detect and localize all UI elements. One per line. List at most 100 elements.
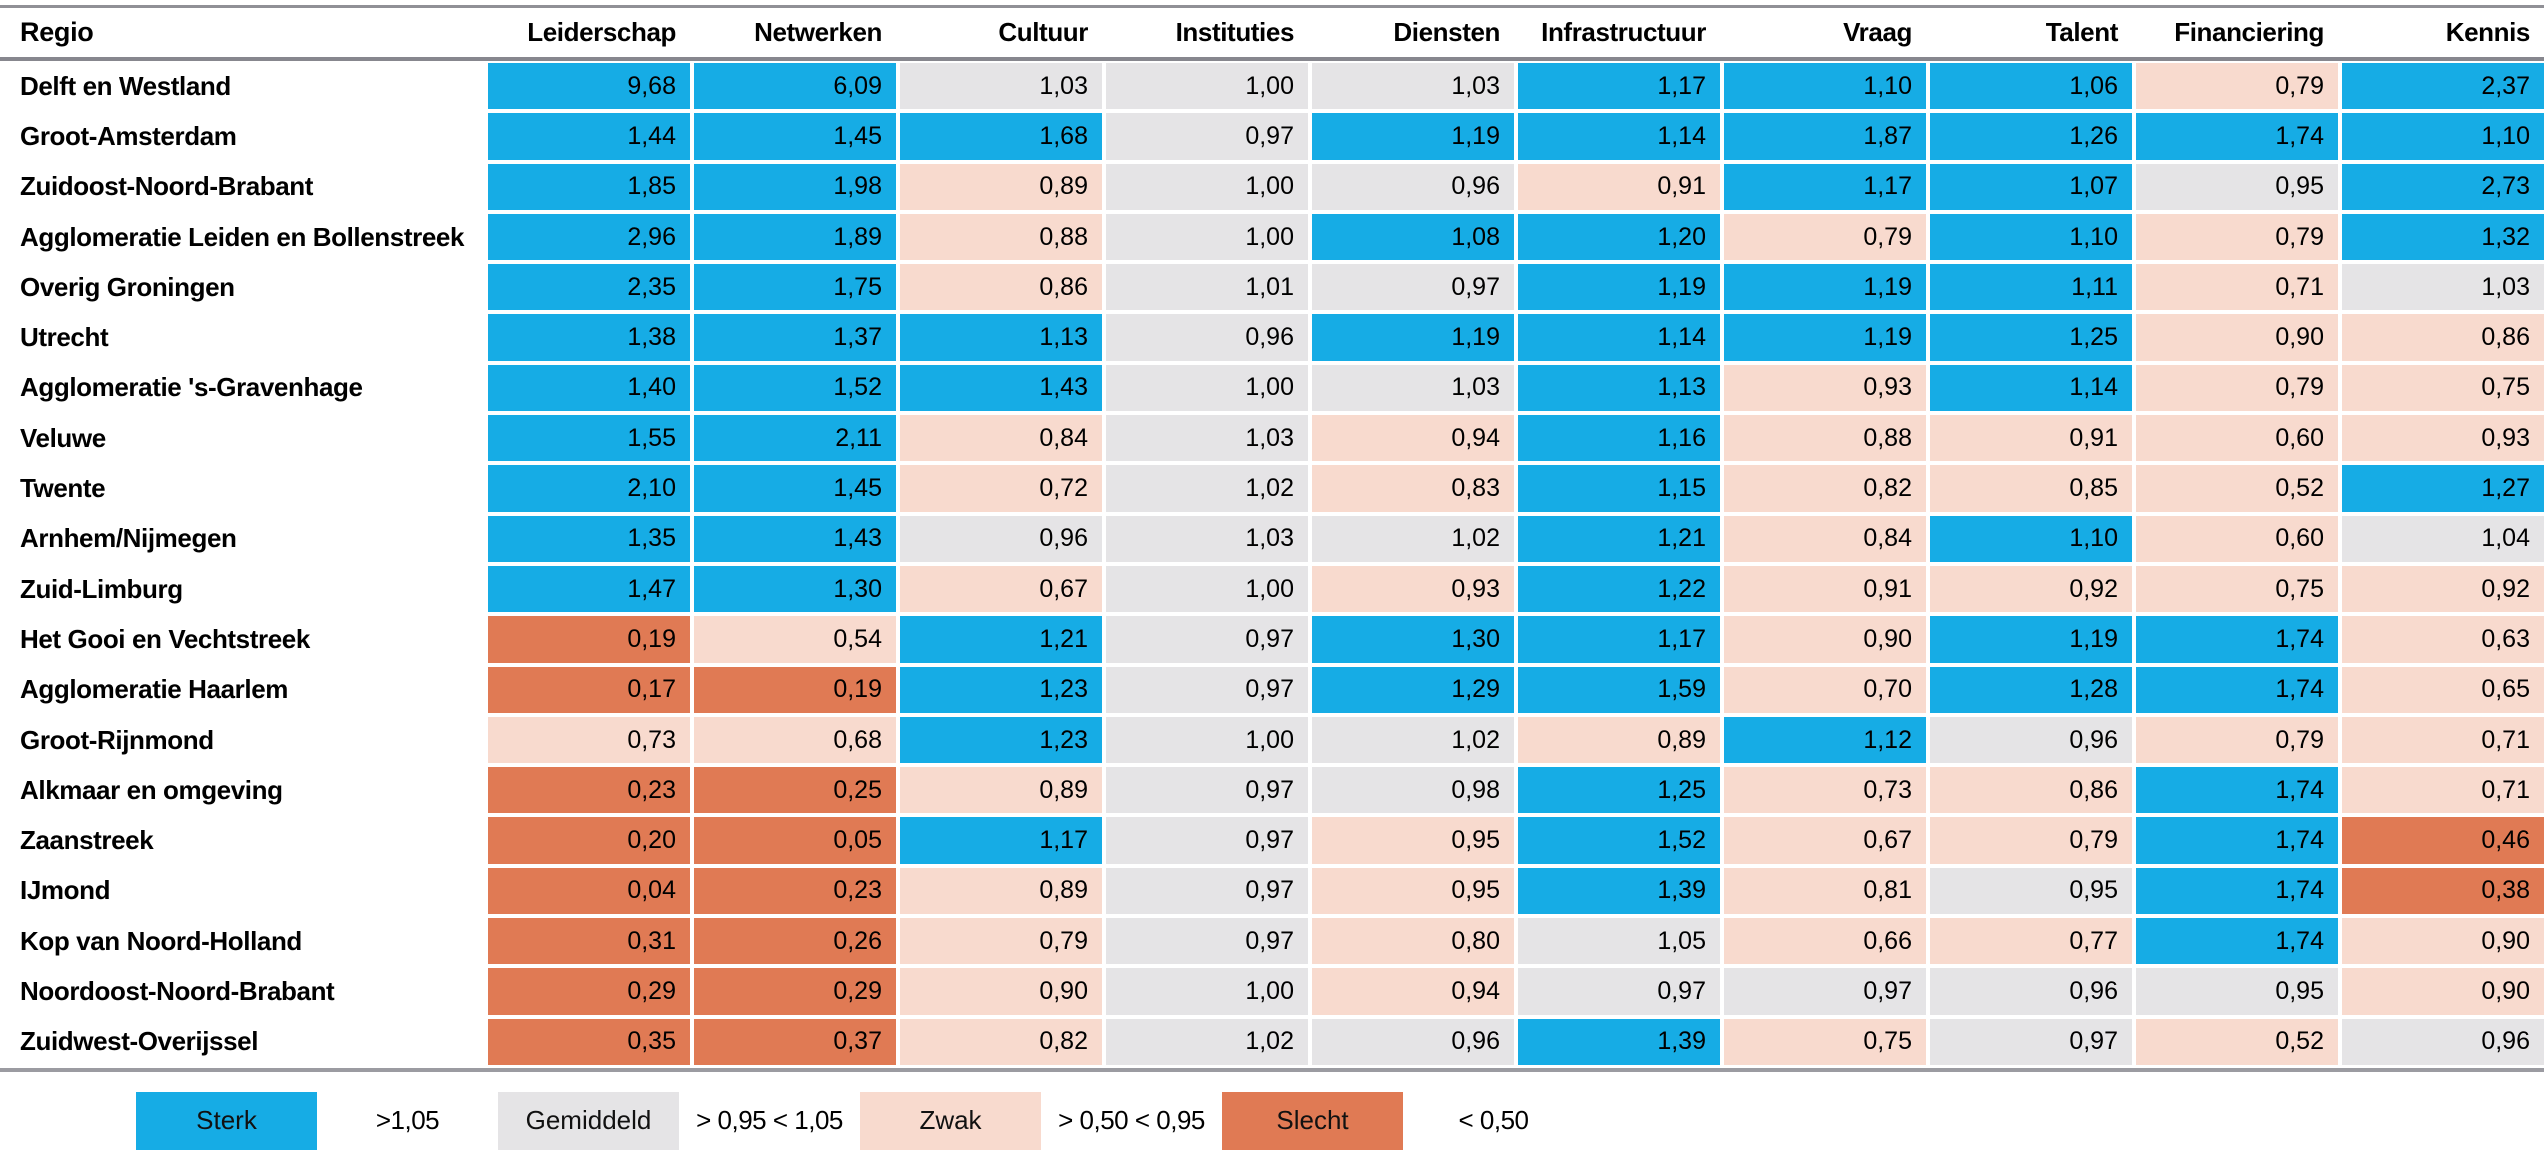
heatmap-cell: 1,68 <box>900 113 1102 160</box>
heatmap-cell: 1,17 <box>900 817 1102 864</box>
heatmap-cell: 0,84 <box>1724 515 1926 562</box>
column-header-financiering: Financiering <box>2174 17 2324 47</box>
heatmap-cell: 1,14 <box>1930 364 2132 412</box>
heatmap-cell: 0,66 <box>1724 918 1926 965</box>
heatmap-cell: 0,95 <box>2136 968 2338 1015</box>
heatmap-cell: 1,44 <box>488 113 690 160</box>
heatmap-cell: 0,26 <box>694 918 896 965</box>
heatmap-cell: 0,96 <box>1106 314 1308 361</box>
heatmap-cell: 0,20 <box>488 817 690 864</box>
heatmap-cell: 1,59 <box>1518 666 1720 713</box>
heatmap-cell: 0,63 <box>2342 616 2544 663</box>
heatmap-cell: 0,82 <box>1724 465 1926 512</box>
column-header-regio: Regio <box>20 17 94 47</box>
heatmap-cell: 1,74 <box>2136 817 2338 864</box>
heatmap-cell: 0,97 <box>1106 918 1308 965</box>
header-divider <box>0 57 2544 61</box>
heatmap-cell: 0,35 <box>488 1018 690 1065</box>
heatmap-cell: 1,21 <box>900 616 1102 663</box>
heatmap-cell: 1,14 <box>1518 314 1720 361</box>
heatmap-cell: 0,97 <box>1106 867 1308 915</box>
region-label: Agglomeratie Haarlem <box>0 666 484 713</box>
heatmap-cell: 1,52 <box>694 364 896 412</box>
heatmap-cell: 0,17 <box>488 666 690 713</box>
heatmap-cell: 1,19 <box>1930 616 2132 663</box>
legend-range-zwak: > 0,50 < 0,95 <box>1058 1105 1205 1136</box>
heatmap-cell: 1,47 <box>488 565 690 613</box>
heatmap-cell: 1,03 <box>1312 63 1514 110</box>
heatmap-cell: 0,60 <box>2136 515 2338 562</box>
heatmap-cell: 0,90 <box>2136 314 2338 361</box>
heatmap-cell: 0,60 <box>2136 415 2338 462</box>
heatmap-cell: 1,27 <box>2342 465 2544 512</box>
heatmap-cell: 0,97 <box>1106 113 1308 160</box>
heatmap-cell: 0,96 <box>1312 163 1514 210</box>
heatmap-cell: 0,79 <box>2136 364 2338 412</box>
heatmap-cell: 0,95 <box>1930 867 2132 915</box>
heatmap-cell: 0,73 <box>488 716 690 764</box>
heatmap-cell: 1,00 <box>1106 968 1308 1015</box>
heatmap-cell: 1,00 <box>1106 213 1308 261</box>
heatmap-cell: 1,25 <box>1518 767 1720 814</box>
heatmap-cell: 0,23 <box>488 767 690 814</box>
heatmap-cell: 1,23 <box>900 716 1102 764</box>
heatmap-cell: 0,75 <box>1724 1018 1926 1065</box>
heatmap-cell: 0,54 <box>694 616 896 663</box>
heatmap-cell: 0,97 <box>1106 817 1308 864</box>
heatmap-cell: 0,97 <box>1724 968 1926 1015</box>
table-footer-divider <box>0 1067 2544 1072</box>
heatmap-cell: 2,10 <box>488 465 690 512</box>
heatmap-cell: 0,71 <box>2136 264 2338 311</box>
heatmap-cell: 0,79 <box>2136 716 2338 764</box>
heatmap-cell: 1,15 <box>1518 465 1720 512</box>
heatmap-cell: 1,52 <box>1518 817 1720 864</box>
region-label: Alkmaar en omgeving <box>0 767 484 814</box>
heatmap-cell: 1,16 <box>1518 415 1720 462</box>
heatmap-cell: 0,79 <box>2136 63 2338 110</box>
heatmap-cell: 1,23 <box>900 666 1102 713</box>
heatmap-cell: 1,43 <box>900 364 1102 412</box>
heatmap-cell: 1,12 <box>1724 716 1926 764</box>
heatmap-cell: 1,43 <box>694 515 896 562</box>
heatmap-cell: 0,67 <box>900 565 1102 613</box>
legend-range-sterk: >1,05 <box>375 1105 440 1136</box>
heatmap-cell: 0,75 <box>2136 565 2338 613</box>
region-label: Zaanstreek <box>0 817 484 864</box>
heatmap-cell: 0,84 <box>900 415 1102 462</box>
heatmap-cell: 1,38 <box>488 314 690 361</box>
heatmap-cell: 1,05 <box>1518 918 1720 965</box>
heatmap-cell: 1,39 <box>1518 1018 1720 1065</box>
heatmap-cell: 1,22 <box>1518 565 1720 613</box>
region-label: Groot-Amsterdam <box>0 113 484 160</box>
heatmap-cell: 1,03 <box>1312 364 1514 412</box>
heatmap-cell: 1,10 <box>1930 515 2132 562</box>
heatmap-cell: 0,71 <box>2342 767 2544 814</box>
region-label: Delft en Westland <box>0 63 484 110</box>
legend-item-zwak: Zwak > 0,50 < 0,95 <box>860 1091 1222 1150</box>
heatmap-cell: 1,03 <box>1106 415 1308 462</box>
heatmap-cell: 0,86 <box>900 264 1102 311</box>
heatmap-cell: 1,32 <box>2342 213 2544 261</box>
heatmap-cell: 1,00 <box>1106 716 1308 764</box>
heatmap-cell: 1,89 <box>694 213 896 261</box>
region-label: Veluwe <box>0 415 484 462</box>
heatmap-cell: 1,98 <box>694 163 896 210</box>
heatmap-cell: 1,19 <box>1518 264 1720 311</box>
heatmap-cell: 0,92 <box>2342 565 2544 613</box>
heatmap-cell: 1,19 <box>1724 314 1926 361</box>
heatmap-cell: 1,10 <box>1724 63 1926 110</box>
heatmap-cell: 0,96 <box>1930 716 2132 764</box>
heatmap-cell: 0,90 <box>900 968 1102 1015</box>
heatmap-cell: 1,35 <box>488 515 690 562</box>
heatmap-cell: 0,86 <box>2342 314 2544 361</box>
column-header-leiderschap: Leiderschap <box>527 17 676 47</box>
region-label: Noordoost-Noord-Brabant <box>0 968 484 1015</box>
heatmap-cell: 0,88 <box>1724 415 1926 462</box>
heatmap-cell: 1,13 <box>1518 364 1720 412</box>
region-label: Agglomeratie 's-Gravenhage <box>0 364 484 412</box>
heatmap-cell: 0,71 <box>2342 716 2544 764</box>
heatmap-cell: 0,97 <box>1106 666 1308 713</box>
column-header-infrastructuur: Infrastructuur <box>1541 17 1706 47</box>
heatmap-cell: 2,11 <box>694 415 896 462</box>
heatmap-cell: 1,01 <box>1106 264 1308 311</box>
